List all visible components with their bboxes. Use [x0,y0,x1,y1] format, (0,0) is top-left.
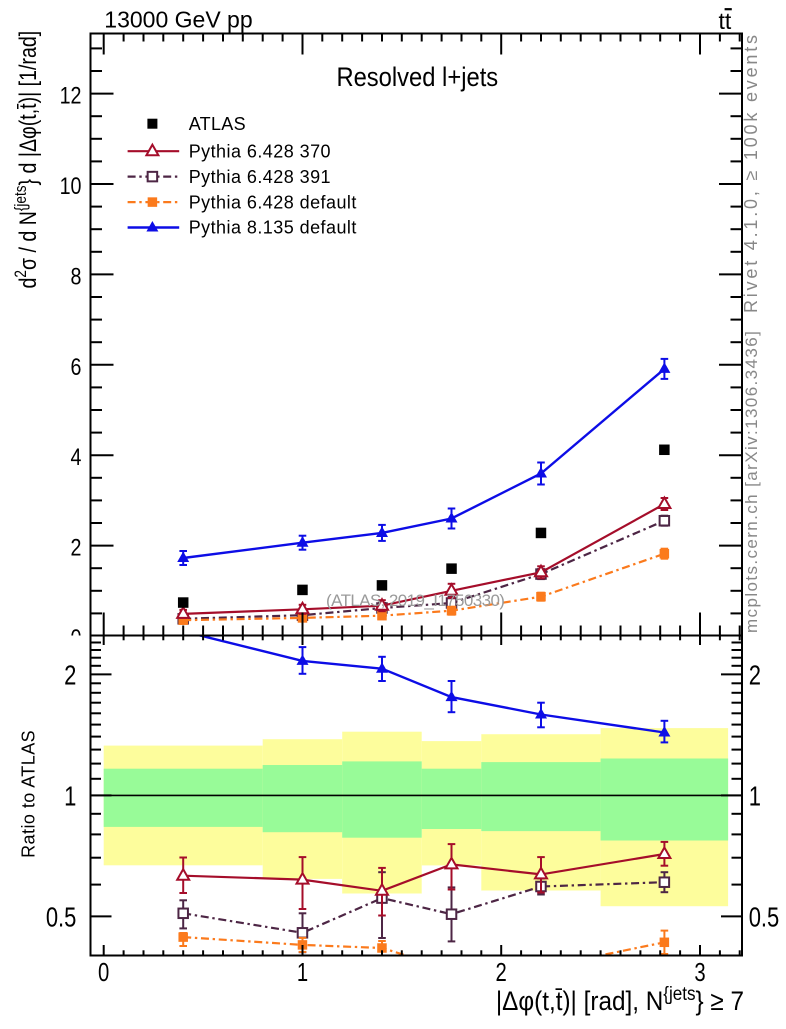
svg-text:12: 12 [60,82,82,109]
svg-text:Pythia 6.428 default: Pythia 6.428 default [189,192,357,212]
svg-text:|Δφ(t,t̄)| [rad], N{jets} ≥ 7: |Δφ(t,t̄)| [rad], N{jets} ≥ 7 [496,983,744,1016]
svg-text:13000 GeV pp: 13000 GeV pp [104,7,252,33]
svg-text:0: 0 [71,624,82,651]
svg-text:2: 2 [496,958,507,987]
svg-text:Resolved l+jets: Resolved l+jets [336,63,498,93]
svg-text:2: 2 [71,534,82,561]
svg-text:1: 1 [64,781,76,812]
svg-text:2: 2 [749,660,761,691]
svg-text:8: 8 [71,263,82,290]
svg-text:tt: tt [719,8,732,34]
svg-text:Rivet 4.1.0, ≥ 100k events: Rivet 4.1.0, ≥ 100k events [741,32,761,313]
svg-text:0: 0 [98,958,109,987]
svg-text:10: 10 [60,172,82,199]
svg-text:mcplots.cern.ch [arXiv:1306.34: mcplots.cern.ch [arXiv:1306.3436] [742,330,761,633]
svg-text:d2σ / d N{jets} d |Δφ(t,t̄)|: d2σ / d N{jets} d |Δφ(t,t̄)| [1/rad] [11,31,41,289]
svg-text:1: 1 [297,958,308,987]
svg-text:Pythia 8.135 default: Pythia 8.135 default [189,218,357,238]
svg-text:2: 2 [64,660,76,691]
svg-text:Pythia 6.428 391: Pythia 6.428 391 [189,167,331,187]
svg-text:6: 6 [71,353,82,380]
svg-text:Ratio to ATLAS: Ratio to ATLAS [19,730,39,858]
svg-text:Pythia 6.428 370: Pythia 6.428 370 [189,141,331,161]
svg-text:(ATLAS, 2019_I1750330): (ATLAS, 2019_I1750330) [326,591,504,610]
svg-text:0.5: 0.5 [749,902,780,933]
svg-text:3: 3 [694,958,705,987]
svg-text:4: 4 [71,443,82,470]
svg-text:ATLAS: ATLAS [189,114,246,134]
svg-text:0.5: 0.5 [46,902,77,933]
svg-text:1: 1 [749,781,761,812]
